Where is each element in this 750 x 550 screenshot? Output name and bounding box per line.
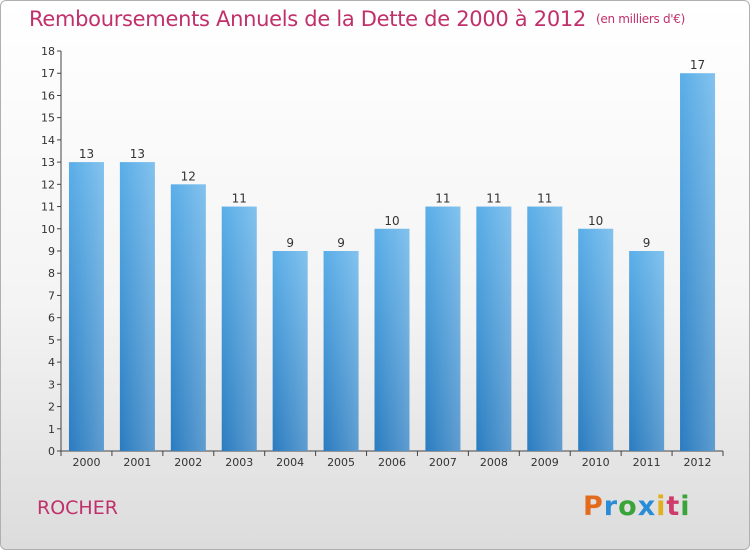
x-tick-label: 2012 <box>684 456 712 469</box>
y-tick-label: 10 <box>41 223 55 236</box>
data-label: 17 <box>690 58 705 72</box>
y-tick-label: 1 <box>48 423 55 436</box>
commune-name: ROCHER <box>37 497 118 519</box>
y-tick-label: 13 <box>41 156 55 169</box>
bar-highlight <box>68 162 104 451</box>
bar-highlight <box>374 228 410 451</box>
bar-highlight <box>527 206 563 451</box>
x-tick-label: 2007 <box>429 456 457 469</box>
data-label: 9 <box>286 236 294 250</box>
x-tick-label: 2001 <box>123 456 151 469</box>
chart-unit: (en milliers d'€) <box>596 12 686 26</box>
logo-letter: i <box>680 491 691 522</box>
y-tick-label: 12 <box>41 178 55 191</box>
bar-highlight <box>221 206 257 451</box>
bar-highlight <box>272 251 308 451</box>
y-tick-label: 8 <box>48 267 55 280</box>
x-tick-label: 2008 <box>480 456 508 469</box>
logo-letter: i <box>656 491 667 522</box>
logo-letter: r <box>603 491 619 522</box>
chart-title-text: Remboursements Annuels de la Dette de 20… <box>29 7 586 31</box>
bar-highlight <box>680 73 716 451</box>
x-tick-label: 2010 <box>582 456 610 469</box>
x-tick-label: 2003 <box>225 456 253 469</box>
chart-labels: 2000 13 2001 13 2002 12 2003 11 2004 9 2005 9 2006 10… <box>72 58 711 469</box>
logo-letter: t <box>666 491 681 522</box>
x-tick-label: 2011 <box>633 456 661 469</box>
chart-title: Remboursements Annuels de la Dette de 20… <box>29 7 685 31</box>
y-tick-label: 9 <box>48 245 55 258</box>
data-label: 13 <box>130 147 145 161</box>
logo-letter: x <box>637 491 657 522</box>
bar-highlight <box>119 162 155 451</box>
bar-highlight <box>629 251 665 451</box>
y-tick-label: 11 <box>41 201 55 214</box>
y-tick-label: 14 <box>41 134 55 147</box>
logo-letter: P <box>583 491 604 522</box>
data-label: 10 <box>588 214 603 228</box>
bar-highlight <box>170 184 206 452</box>
bar-highlight <box>425 206 461 451</box>
data-label: 10 <box>384 214 399 228</box>
proxiti-logo: Proxiti <box>583 491 691 522</box>
y-tick-label: 3 <box>48 378 55 391</box>
data-label: 9 <box>337 236 345 250</box>
bar-highlight <box>476 206 512 451</box>
data-label: 11 <box>486 192 501 206</box>
x-tick-label: 2002 <box>174 456 202 469</box>
chart-bars <box>68 73 716 452</box>
x-tick-label: 2004 <box>276 456 304 469</box>
data-label: 11 <box>537 192 552 206</box>
y-tick-label: 2 <box>48 401 55 414</box>
x-tick-label: 2006 <box>378 456 406 469</box>
x-tick-label: 2005 <box>327 456 355 469</box>
data-label: 9 <box>643 236 651 250</box>
data-label: 11 <box>232 192 247 206</box>
y-tick-label: 15 <box>41 112 55 125</box>
logo-letter: o <box>618 491 638 522</box>
data-label: 11 <box>435 192 450 206</box>
y-tick-label: 6 <box>48 312 55 325</box>
y-tick-label: 5 <box>48 334 55 347</box>
bar-highlight <box>578 228 614 451</box>
y-tick-label: 16 <box>41 89 55 102</box>
data-label: 13 <box>79 147 94 161</box>
y-tick-label: 17 <box>41 67 55 80</box>
x-tick-label: 2000 <box>72 456 100 469</box>
bar-highlight <box>323 251 359 451</box>
y-tick-label: 7 <box>48 289 55 302</box>
data-label: 12 <box>181 169 196 183</box>
y-tick-label: 18 <box>41 45 55 58</box>
y-tick-label: 4 <box>48 356 55 369</box>
x-tick-label: 2009 <box>531 456 559 469</box>
y-tick-label: 0 <box>48 445 55 458</box>
